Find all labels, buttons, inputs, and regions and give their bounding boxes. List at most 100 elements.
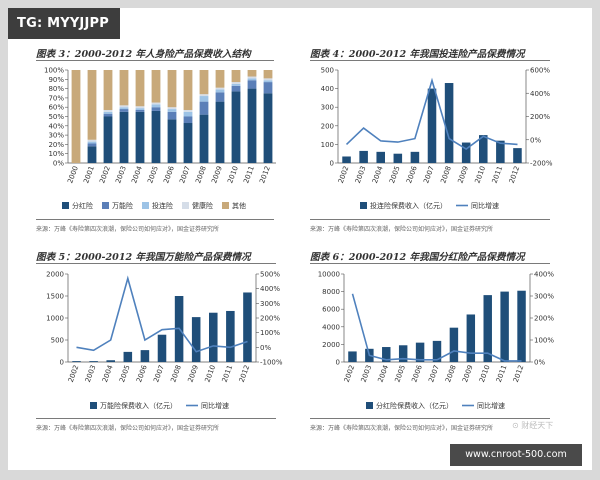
bar [140,350,150,362]
chart-title-4: 图表 4：2000-2012 年我国投连险产品保费情况 [310,49,525,60]
y-tick-label: 0 [60,359,64,367]
x-tick-label: 2008 [439,165,453,184]
y2-tick-label: 0% [534,359,545,367]
bar [342,156,351,163]
x-tick-label: 2002 [98,165,112,184]
title-rule-4 [310,60,550,61]
x-tick-label: 2002 [337,165,351,184]
y-tick-label: 0 [336,359,340,367]
legend-swatch [222,202,229,209]
bar-segment [247,80,257,89]
growth-line [76,275,248,353]
bar-segment [135,106,145,109]
y-tick-label: 70% [48,94,64,102]
bar [72,361,81,362]
x-tick-label: 2007 [427,364,441,383]
x-tick-label: 2011 [242,165,256,184]
y-tick-label: 40% [48,122,64,130]
bar-segment [103,70,113,110]
bar-segment [119,111,129,163]
growth-line [345,77,518,150]
x-tick-label: 2011 [495,364,509,383]
bar [157,334,167,362]
y2-tick-label: 100% [260,329,280,337]
y2-tick-label: 200% [530,113,550,121]
bar-segment [135,111,145,163]
x-tick-label: 2008 [194,165,208,184]
bar [466,314,476,362]
bar-segment [183,111,193,117]
x-tick-label: 2006 [410,363,424,383]
x-tick-label: 2011 [221,364,235,383]
y-tick-label: 1500 [46,293,64,301]
bar-segment [247,70,257,77]
bar-segment [151,107,161,111]
y2-tick-label: -200% [530,160,553,168]
bar-segment [247,78,257,81]
legend-swatch [102,202,109,209]
legend-label: 同比增速 [201,401,229,410]
y-tick-label: 90% [48,76,64,84]
x-tick-label: 2010 [226,165,240,184]
bar [483,295,492,362]
bar [500,291,509,362]
bar-segment [119,70,129,106]
y-tick-label: 8000 [322,288,340,296]
source-rule-5 [36,418,276,419]
y2-tick-label: -100% [260,359,283,367]
bar [427,88,437,163]
legend-label: 投连险保费收入（亿元） [370,201,447,210]
x-tick-label: 2003 [360,364,374,383]
bar-segment [151,70,161,103]
x-tick-label: 2010 [474,165,488,184]
x-tick-label: 2009 [461,364,475,383]
x-tick-label: 2009 [186,364,200,383]
bar-segment [263,80,273,83]
y-tick-label: 30% [48,132,64,140]
bar-segment [215,89,225,93]
bar-segment [183,116,193,124]
bar-segment [119,105,129,108]
x-tick-label: 2011 [491,165,505,184]
bar-segment [87,70,97,140]
x-tick-label: 2004 [377,363,391,383]
legend-swatch [62,202,69,209]
y2-tick-label: 400% [530,90,550,98]
x-tick-label: 2009 [210,165,224,184]
x-tick-label: 2012 [258,165,272,184]
x-tick-label: 2008 [444,364,458,383]
bar [191,317,201,362]
x-tick-label: 2006 [135,363,149,383]
bar-segment [183,70,193,110]
corner-logo: ⊙ 财经天下 [512,421,554,430]
legend-label: 同比增速 [477,401,505,410]
url-watermark: www.cnroot-500.com [450,444,582,466]
bar [359,150,368,163]
x-tick-label: 2002 [343,364,357,383]
bar-segment [119,107,129,110]
bar-segment [215,87,225,90]
x-tick-label: 2000 [66,165,80,184]
y-tick-label: 60% [48,104,64,112]
y2-tick-label: 0% [260,344,271,352]
x-tick-label: 2005 [146,165,160,184]
bar-segment [167,111,177,120]
y2-tick-label: 300% [260,300,280,308]
x-tick-label: 2003 [354,165,368,184]
legend-label: 投连险 [152,201,173,210]
x-tick-label: 2005 [393,364,407,383]
source-rule-6 [310,418,550,419]
y2-tick-label: 200% [260,315,280,323]
y-tick-label: 6000 [322,306,340,314]
x-tick-label: 2012 [508,165,522,184]
y2-tick-label: 600% [530,67,550,75]
legend-label: 健康险 [192,201,213,210]
bar [496,140,505,163]
chart-source-6: 来源：万峰《寿险第四次浪潮，保险公司如何应对》，国金证券研究所 [310,425,494,432]
y-tick-label: 400 [321,85,334,93]
y-tick-label: 300 [321,104,334,112]
bar-segment [231,83,241,86]
y2-tick-label: 500% [260,271,280,279]
bar [243,292,252,362]
